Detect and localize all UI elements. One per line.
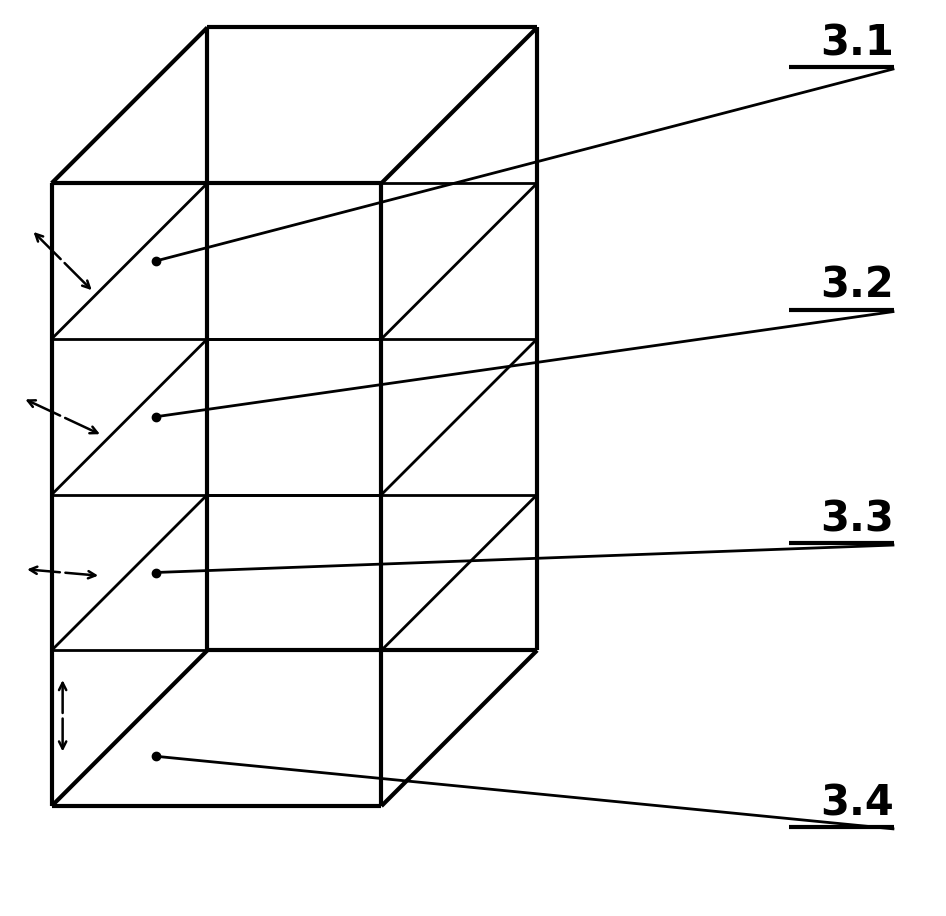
Text: 3.2: 3.2	[820, 265, 894, 307]
Text: 3.4: 3.4	[820, 782, 894, 824]
Text: 3.3: 3.3	[820, 498, 894, 540]
Text: 3.1: 3.1	[820, 22, 894, 64]
